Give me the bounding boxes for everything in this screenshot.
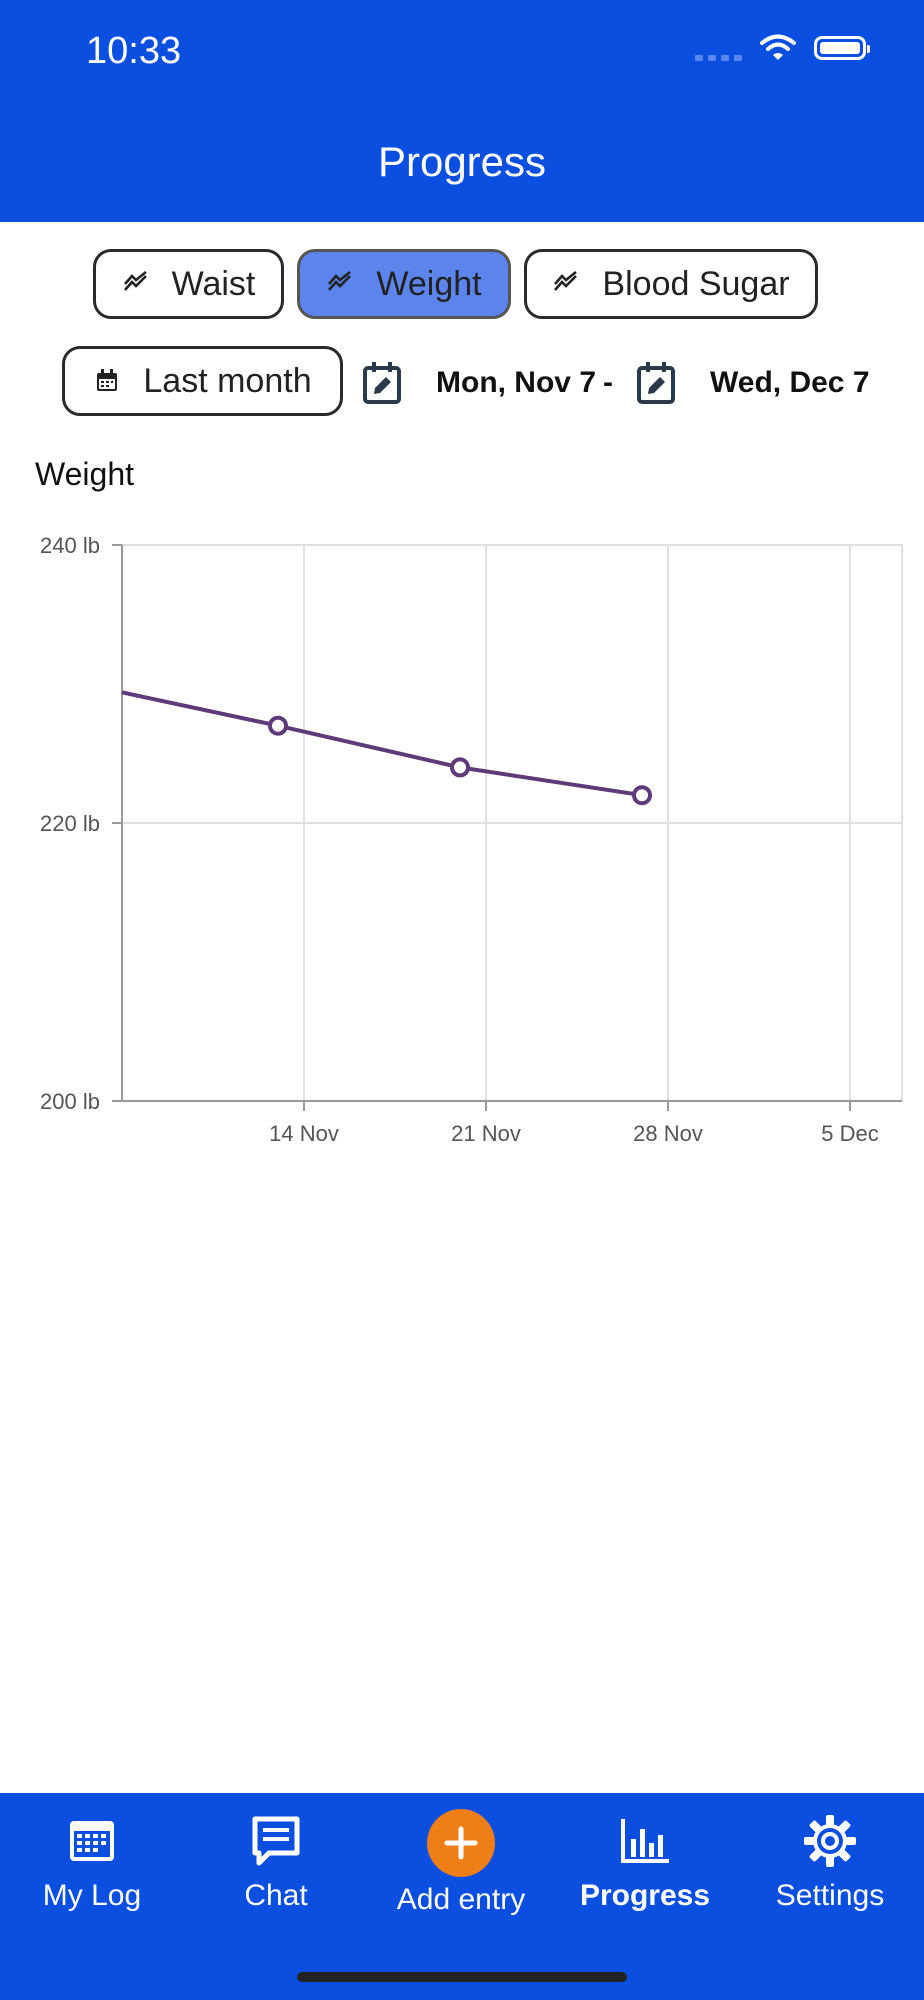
- tab-label: Settings: [775, 1879, 885, 1912]
- metric-tab-label: Waist: [171, 264, 256, 303]
- date-separator: -: [603, 366, 613, 399]
- y-tick-label: 220 lb: [40, 811, 100, 836]
- end-date: Wed, Dec 7: [710, 366, 870, 399]
- data-point: [632, 785, 652, 806]
- range-preset-label: Last month: [143, 361, 312, 400]
- trend-icon: [554, 270, 578, 291]
- tab-label: My Log: [42, 1879, 142, 1912]
- range-preset-button[interactable]: Last month: [62, 346, 343, 416]
- calendar-icon: [70, 1821, 114, 1861]
- edit-calendar-icon: [637, 362, 675, 404]
- home-indicator: [297, 1972, 627, 1982]
- metric-tab-weight[interactable]: Weight: [297, 249, 511, 319]
- tab-add-entry[interactable]: Add entry: [369, 1793, 553, 1933]
- tab-my-log[interactable]: My Log: [0, 1793, 184, 1933]
- battery-icon: [814, 36, 870, 60]
- metric-tab-waist[interactable]: Waist: [93, 249, 284, 319]
- y-tick-label: 240 lb: [40, 533, 100, 558]
- start-date-picker[interactable]: Mon, Nov 7: [360, 352, 596, 414]
- calendar-icon: [97, 369, 118, 391]
- metric-tab-label: Weight: [376, 264, 482, 303]
- bottom-tab-bar: My Log Chat Add entry Progress: [0, 1793, 924, 2000]
- tab-label: Add entry: [396, 1883, 526, 1916]
- x-tick-label: 5 Dec: [821, 1121, 878, 1146]
- trend-icon: [123, 270, 147, 291]
- metric-tab-blood-sugar[interactable]: Blood Sugar: [524, 249, 818, 319]
- gear-icon: [804, 1815, 856, 1867]
- bar-chart-icon: [621, 1819, 669, 1863]
- page-title: Progress: [377, 138, 547, 185]
- series-line: [121, 690, 643, 798]
- tab-label: Chat: [244, 1879, 308, 1912]
- chat-icon: [252, 1816, 300, 1866]
- wifi-icon: [760, 34, 796, 60]
- x-tick-label: 21 Nov: [451, 1121, 521, 1146]
- chart-title: Weight: [35, 456, 135, 492]
- edit-calendar-icon: [363, 362, 401, 404]
- end-date-picker[interactable]: Wed, Dec 7: [634, 352, 870, 414]
- x-tick-label: 28 Nov: [633, 1121, 703, 1146]
- weight-chart: 240 lb 220 lb 200 lb 14 Nov 21 Nov 28 Nov 5 De…: [40, 533, 903, 1146]
- plus-icon: [427, 1809, 495, 1877]
- data-point: [268, 715, 288, 736]
- tab-progress[interactable]: Progress: [553, 1793, 737, 1933]
- status-icons: [695, 34, 870, 62]
- data-point: [450, 757, 470, 778]
- tab-settings[interactable]: Settings: [738, 1793, 922, 1933]
- tab-chat[interactable]: Chat: [184, 1793, 368, 1933]
- cellular-signal-icon: [695, 55, 742, 61]
- x-tick-label: 14 Nov: [269, 1121, 339, 1146]
- y-tick-label: 200 lb: [40, 1089, 100, 1114]
- trend-icon: [328, 270, 352, 291]
- status-time: 10:33: [86, 30, 182, 72]
- metric-tab-label: Blood Sugar: [602, 264, 790, 303]
- start-date: Mon, Nov 7: [436, 366, 597, 399]
- app-header: 10:33 Progress: [0, 0, 924, 222]
- tab-label: Progress: [579, 1879, 711, 1912]
